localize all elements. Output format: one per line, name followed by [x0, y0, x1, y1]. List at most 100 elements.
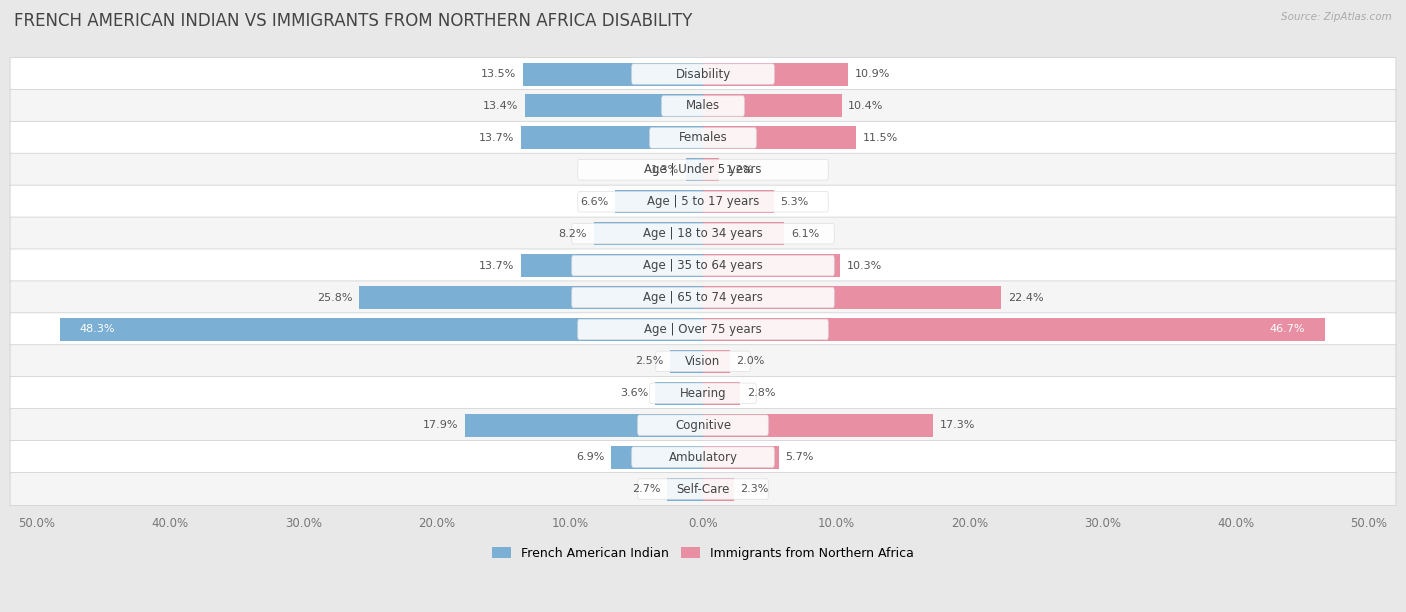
Text: Ambulatory: Ambulatory [668, 450, 738, 464]
Text: Males: Males [686, 100, 720, 113]
FancyBboxPatch shape [10, 58, 1396, 91]
Text: 25.8%: 25.8% [318, 293, 353, 302]
Bar [655, 382, 703, 405]
Text: 2.5%: 2.5% [634, 356, 664, 367]
Text: 2.0%: 2.0% [737, 356, 765, 367]
Bar [614, 190, 703, 213]
FancyBboxPatch shape [662, 95, 744, 116]
FancyBboxPatch shape [10, 472, 1396, 506]
FancyBboxPatch shape [10, 217, 1396, 250]
Text: 5.3%: 5.3% [780, 196, 808, 207]
Legend: French American Indian, Immigrants from Northern Africa: French American Indian, Immigrants from … [486, 542, 920, 565]
Text: 46.7%: 46.7% [1270, 324, 1305, 334]
Text: 13.7%: 13.7% [478, 261, 513, 271]
Text: 10.3%: 10.3% [846, 261, 882, 271]
Text: Source: ZipAtlas.com: Source: ZipAtlas.com [1281, 12, 1392, 22]
FancyBboxPatch shape [631, 447, 775, 468]
Bar [703, 446, 779, 469]
Text: 6.9%: 6.9% [576, 452, 605, 462]
Text: 2.8%: 2.8% [747, 388, 776, 398]
Text: 5.7%: 5.7% [786, 452, 814, 462]
Text: Age | 65 to 74 years: Age | 65 to 74 years [643, 291, 763, 304]
Bar [703, 159, 718, 181]
Text: 2.3%: 2.3% [741, 484, 769, 494]
Bar [703, 414, 934, 437]
Text: 13.4%: 13.4% [482, 101, 517, 111]
Text: FRENCH AMERICAN INDIAN VS IMMIGRANTS FROM NORTHERN AFRICA DISABILITY: FRENCH AMERICAN INDIAN VS IMMIGRANTS FRO… [14, 12, 692, 30]
Text: Vision: Vision [685, 355, 721, 368]
FancyBboxPatch shape [10, 313, 1396, 346]
Text: Females: Females [679, 132, 727, 144]
FancyBboxPatch shape [638, 415, 768, 435]
Text: 3.6%: 3.6% [620, 388, 648, 398]
Text: 10.9%: 10.9% [855, 69, 890, 79]
Text: 48.3%: 48.3% [80, 324, 115, 334]
Text: Age | 35 to 64 years: Age | 35 to 64 years [643, 259, 763, 272]
Bar [703, 62, 848, 86]
Text: Hearing: Hearing [679, 387, 727, 400]
FancyBboxPatch shape [10, 153, 1396, 187]
FancyBboxPatch shape [10, 249, 1396, 282]
Bar [703, 190, 773, 213]
Bar [524, 94, 703, 118]
Text: 10.4%: 10.4% [848, 101, 883, 111]
FancyBboxPatch shape [572, 255, 834, 276]
Bar [612, 446, 703, 469]
Text: 11.5%: 11.5% [863, 133, 898, 143]
Bar [703, 254, 841, 277]
Bar [703, 127, 856, 149]
FancyBboxPatch shape [10, 441, 1396, 474]
Text: 1.2%: 1.2% [725, 165, 754, 175]
FancyBboxPatch shape [10, 89, 1396, 122]
FancyBboxPatch shape [650, 128, 756, 148]
FancyBboxPatch shape [650, 383, 756, 403]
Bar [703, 350, 730, 373]
Text: Age | 5 to 17 years: Age | 5 to 17 years [647, 195, 759, 208]
Text: Cognitive: Cognitive [675, 419, 731, 431]
Text: 13.7%: 13.7% [478, 133, 513, 143]
FancyBboxPatch shape [655, 351, 751, 371]
Text: Age | 18 to 34 years: Age | 18 to 34 years [643, 227, 763, 240]
Text: 13.5%: 13.5% [481, 69, 516, 79]
Bar [703, 477, 734, 501]
Bar [703, 382, 741, 405]
FancyBboxPatch shape [10, 376, 1396, 410]
Bar [703, 286, 1001, 309]
Bar [703, 94, 842, 118]
Bar [686, 159, 703, 181]
Text: 22.4%: 22.4% [1008, 293, 1043, 302]
FancyBboxPatch shape [572, 223, 834, 244]
FancyBboxPatch shape [10, 185, 1396, 218]
Text: 17.3%: 17.3% [941, 420, 976, 430]
FancyBboxPatch shape [578, 319, 828, 340]
Bar [59, 318, 703, 341]
Text: 2.7%: 2.7% [631, 484, 661, 494]
Bar [666, 477, 703, 501]
FancyBboxPatch shape [638, 479, 768, 499]
FancyBboxPatch shape [10, 345, 1396, 378]
Text: Self-Care: Self-Care [676, 482, 730, 496]
Bar [593, 222, 703, 245]
Bar [523, 62, 703, 86]
Bar [703, 222, 785, 245]
Bar [360, 286, 703, 309]
FancyBboxPatch shape [578, 160, 828, 180]
Bar [464, 414, 703, 437]
FancyBboxPatch shape [572, 287, 834, 308]
Bar [703, 318, 1324, 341]
FancyBboxPatch shape [631, 64, 775, 84]
Text: 17.9%: 17.9% [422, 420, 458, 430]
Text: 8.2%: 8.2% [558, 229, 588, 239]
Bar [669, 350, 703, 373]
Text: Age | Over 75 years: Age | Over 75 years [644, 323, 762, 336]
Text: Age | Under 5 years: Age | Under 5 years [644, 163, 762, 176]
Text: 6.6%: 6.6% [581, 196, 609, 207]
Bar [520, 127, 703, 149]
FancyBboxPatch shape [10, 409, 1396, 442]
Text: Disability: Disability [675, 67, 731, 81]
FancyBboxPatch shape [10, 121, 1396, 154]
Bar [520, 254, 703, 277]
FancyBboxPatch shape [578, 192, 828, 212]
Text: 6.1%: 6.1% [792, 229, 820, 239]
FancyBboxPatch shape [10, 281, 1396, 314]
